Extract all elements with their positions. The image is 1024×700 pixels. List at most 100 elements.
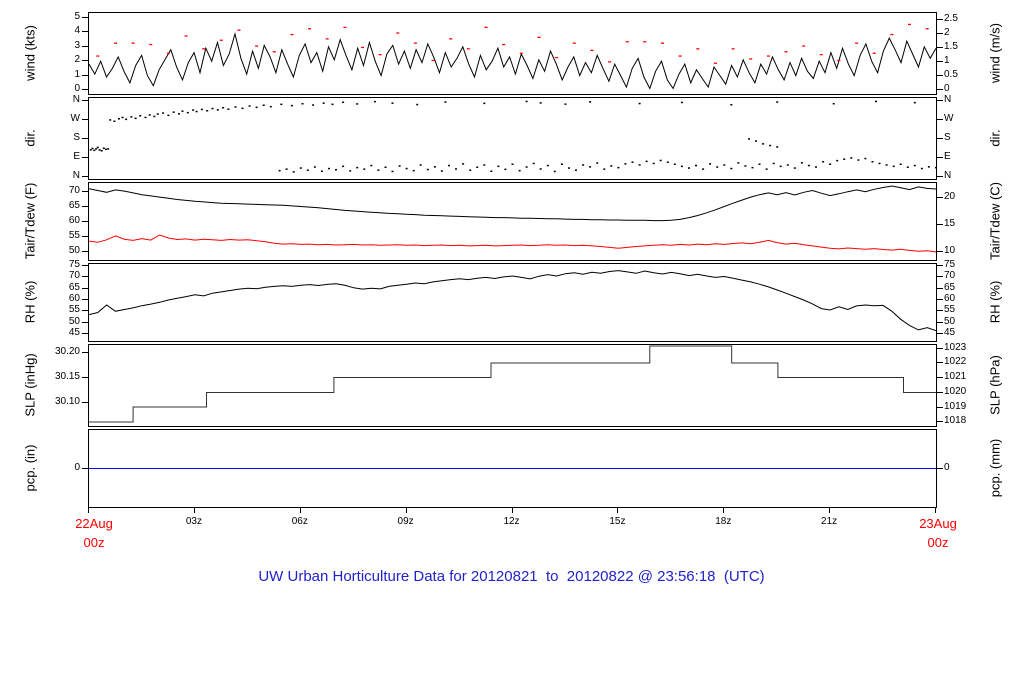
rh-right-tick-label: 45 xyxy=(944,327,956,338)
dir-left-tick-mark xyxy=(82,156,88,158)
panel-rh xyxy=(88,263,937,342)
wind-left-tick-mark xyxy=(82,45,88,47)
slp-left-tick-mark xyxy=(82,377,88,378)
rh-left-tick-label: 60 xyxy=(68,293,80,304)
temp-plot-area xyxy=(89,185,936,253)
pcp-right-tick-mark xyxy=(937,467,943,469)
x-tick-label: 15z xyxy=(609,516,626,527)
temp-left-tick-mark xyxy=(82,250,88,252)
rh-right-tick-label: 70 xyxy=(944,270,956,282)
temp-right-tick-mark xyxy=(937,250,943,252)
rh-right-tick-mark xyxy=(937,265,943,266)
rh-right-axis-label: RH (%) xyxy=(987,280,1003,323)
x-tick-mark xyxy=(617,507,619,513)
wind-right-tick-mark xyxy=(937,47,943,48)
x-axis-start-hour: 00z xyxy=(83,535,105,550)
rh-left-tick-label: 55 xyxy=(68,304,80,316)
slp-left-axis-label: SLP (inHg) xyxy=(22,352,38,417)
wind-right-tick-label: 0 xyxy=(944,83,950,94)
slp-right-tick-mark xyxy=(937,421,943,423)
wind-right-tick-mark xyxy=(937,61,943,62)
wind-left-tick-label: 0 xyxy=(74,83,80,94)
dir-right-tick-mark xyxy=(937,99,943,101)
rh-left-tick-mark xyxy=(82,299,88,300)
temp-left-axis-label: Tair/Tdew (F) xyxy=(22,182,38,259)
dir-right-tick-label: E xyxy=(944,150,951,162)
slp-right-tick-label: 1021 xyxy=(944,371,967,382)
dir-right-tick-mark xyxy=(937,137,943,139)
wind-right-tick-label: 0.5 xyxy=(944,69,958,80)
temp-left-tick-label: 50 xyxy=(68,244,80,256)
wind-left-tick-label: 3 xyxy=(74,39,80,51)
rh-right-tick-mark xyxy=(937,333,943,334)
dir-right-tick-label: W xyxy=(944,112,954,124)
slp-left-tick-label: 30.15 xyxy=(54,371,80,382)
rh-right-tick-label: 60 xyxy=(944,293,956,304)
x-tick-mark xyxy=(829,507,831,513)
wind-left-tick-label: 2 xyxy=(74,54,80,66)
rh-left-tick-mark xyxy=(82,310,88,312)
temp-right-tick-label: 10 xyxy=(944,244,956,256)
panel-dir xyxy=(88,97,937,180)
x-tick-mark xyxy=(88,507,89,513)
rh-right-tick-label: 55 xyxy=(944,304,956,316)
rh-left-tick-label: 65 xyxy=(68,281,80,293)
slp-right-axis-label: SLP (hPa) xyxy=(987,354,1003,415)
rh-right-tick-label: 50 xyxy=(944,315,956,327)
temp-right-tick-mark xyxy=(937,223,943,225)
dir-right-tick-label: S xyxy=(944,131,951,143)
x-tick-label: 03z xyxy=(185,516,202,527)
wind-right-axis-label: wind (m/s) xyxy=(987,22,1003,83)
panel-slp xyxy=(88,344,937,427)
wind-left-tick-mark xyxy=(82,60,88,62)
wind-left-tick-label: 5 xyxy=(74,11,80,22)
dir-left-tick-label: E xyxy=(73,150,80,162)
temp-left-tick-label: 65 xyxy=(68,199,80,211)
pcp-right-tick-label: 0 xyxy=(944,461,950,473)
slp-left-tick-mark xyxy=(82,352,88,353)
slp-right-tick-label: 1023 xyxy=(944,341,967,353)
rh-left-tick-mark xyxy=(82,276,88,278)
rh-right-tick-mark xyxy=(937,299,943,300)
rh-left-tick-mark xyxy=(82,265,88,266)
dir-right-axis-label: dir. xyxy=(987,128,1003,147)
dir-left-tick-label: N xyxy=(72,169,80,181)
wind-left-tick-mark xyxy=(82,89,88,90)
slp-right-tick-mark xyxy=(937,362,943,364)
slp-right-tick-label: 1020 xyxy=(944,385,967,397)
dir-right-tick-label: N xyxy=(944,169,952,181)
slp-left-tick-mark xyxy=(82,402,88,403)
slp-left-tick-label: 30.10 xyxy=(54,396,80,407)
wind-left-tick-label: 1 xyxy=(74,68,80,80)
dir-left-tick-label: S xyxy=(73,131,80,143)
x-tick-label: 09z xyxy=(397,516,414,527)
x-tick-label: 12z xyxy=(503,516,520,527)
rh-left-tick-label: 45 xyxy=(68,327,80,338)
x-axis-start-date: 22Aug xyxy=(75,516,113,531)
rh-left-tick-label: 70 xyxy=(68,270,80,282)
pcp-plot-area xyxy=(89,468,936,469)
dir-right-tick-mark xyxy=(937,175,943,177)
wind-left-tick-mark xyxy=(82,74,88,76)
x-tick-mark xyxy=(511,507,513,513)
x-tick-label: 18z xyxy=(715,516,732,527)
rh-right-tick-mark xyxy=(937,287,943,289)
slp-right-tick-mark xyxy=(937,377,943,378)
wind-right-tick-mark xyxy=(937,19,943,20)
temp-left-tick-label: 55 xyxy=(68,229,80,241)
dir-right-tick-mark xyxy=(937,156,943,158)
rh-plot-area xyxy=(89,270,936,332)
slp-right-tick-mark xyxy=(937,391,943,393)
dir-left-tick-mark xyxy=(82,175,88,177)
dir-right-tick-label: N xyxy=(944,93,952,105)
slp-right-tick-mark xyxy=(937,347,943,349)
wind-left-tick-mark xyxy=(82,17,88,18)
dir-right-tick-mark xyxy=(937,118,943,120)
wind-plot-area xyxy=(89,23,936,90)
rh-left-tick-mark xyxy=(82,287,88,289)
wind-right-tick-mark xyxy=(937,89,943,90)
wind-right-tick-label: 1.5 xyxy=(944,41,958,52)
dir-left-tick-mark xyxy=(82,99,88,101)
x-tick-mark xyxy=(299,507,301,513)
dir-plot-area xyxy=(89,100,936,173)
